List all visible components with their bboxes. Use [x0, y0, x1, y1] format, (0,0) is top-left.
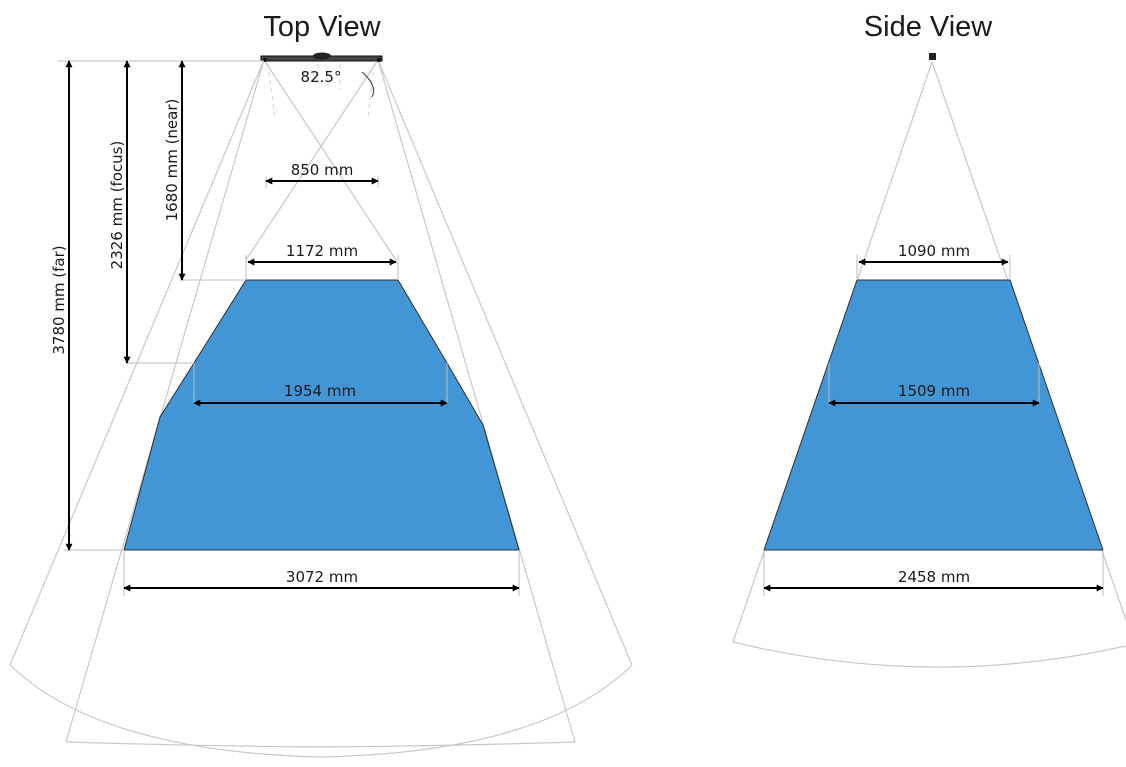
- side-view-coverage-zone: [763, 279, 1104, 551]
- far-width-label: 3072 mm: [286, 568, 358, 586]
- near-width-label: 1172 mm: [286, 242, 358, 260]
- side-near-width-label: 1090 mm: [898, 242, 970, 260]
- top-view-angle-label: 82.5°: [301, 68, 342, 86]
- side-far-width-label: 2458 mm: [898, 568, 970, 586]
- focus-width-label: 1954 mm: [284, 382, 356, 400]
- focus-depth-label: 2326 mm (focus): [108, 141, 126, 270]
- side-view-sensor: [929, 53, 936, 60]
- sensor-width-label: 850 mm: [291, 161, 354, 179]
- top-view-extension-lines: [58, 60, 520, 596]
- side-view: Side View 1090 mm 1509 mm 2458 mm: [732, 11, 1126, 668]
- side-focus-width-label: 1509 mm: [898, 382, 970, 400]
- top-view: Top View 82.5°: [9, 11, 633, 758]
- top-view-fov-rays: [9, 59, 633, 758]
- far-depth-label: 3780 mm (far): [50, 245, 68, 354]
- near-depth-label: 1680 mm (near): [163, 99, 181, 222]
- top-view-title: Top View: [263, 11, 381, 43]
- top-view-coverage-zone: [123, 279, 520, 551]
- side-view-title: Side View: [864, 11, 993, 43]
- side-view-extension-lines: [763, 255, 1104, 596]
- top-view-sensor: [260, 52, 383, 62]
